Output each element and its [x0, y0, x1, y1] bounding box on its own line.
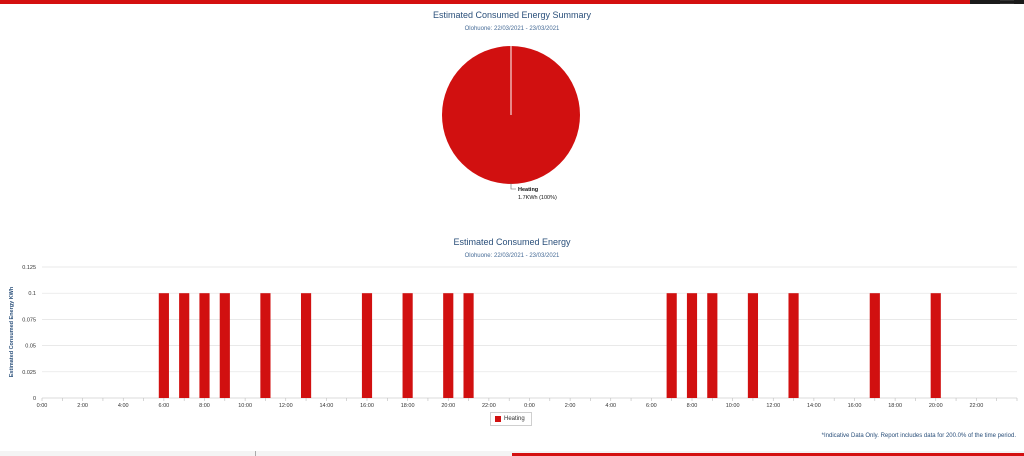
bar-heating[interactable] — [930, 293, 941, 398]
y-tick-label: 0 — [33, 396, 36, 402]
x-tick-label: 8:00 — [687, 403, 698, 409]
x-tick-label: 14:00 — [319, 403, 333, 409]
bar-heating[interactable] — [463, 293, 474, 398]
bar-heating[interactable] — [747, 293, 759, 398]
x-tick-label: 10:00 — [726, 403, 740, 409]
hamburger-menu-icon[interactable] — [1000, 0, 1014, 6]
x-tick-label: 0:00 — [37, 403, 48, 409]
bar-heating[interactable] — [199, 293, 210, 398]
bar-heating[interactable] — [869, 293, 880, 398]
bar-heating[interactable] — [158, 293, 169, 398]
pie-label-value: 1.7KWh (100%) — [518, 195, 557, 201]
summary-chart-title: Estimated Consumed Energy Summary — [432, 10, 592, 20]
bar-heating[interactable] — [686, 293, 698, 398]
indicative-data-note: *Indicative Data Only. Report includes d… — [821, 433, 1016, 439]
x-tick-label: 12:00 — [279, 403, 293, 409]
x-tick-label: 0:00 — [524, 403, 535, 409]
bar-heating[interactable] — [666, 293, 677, 398]
top-dark-strip — [970, 0, 1024, 4]
x-tick-label: 4:00 — [605, 403, 616, 409]
summary-chart-subtitle: Olohuone: 22/03/2021 - 23/03/2021 — [464, 26, 560, 32]
x-tick-label: 18:00 — [888, 403, 902, 409]
pie-chart: Heating 1.7KWh (100%) — [442, 46, 580, 201]
bar-heating[interactable] — [443, 293, 454, 398]
x-tick-label: 20:00 — [441, 403, 455, 409]
x-tick-label: 4:00 — [118, 403, 129, 409]
bar-heating[interactable] — [788, 293, 799, 398]
x-tick-label: 16:00 — [360, 403, 374, 409]
x-tick-label: 12:00 — [766, 403, 780, 409]
top-accent-bar — [0, 0, 1024, 4]
bar-heating[interactable] — [707, 293, 718, 398]
detail-chart-title: Estimated Consumed Energy — [453, 237, 571, 247]
bar-heating[interactable] — [219, 293, 230, 398]
y-axis-label: Estimated Consumed Energy KWh — [9, 286, 15, 377]
x-tick-label: 10:00 — [238, 403, 252, 409]
x-tick-label: 8:00 — [199, 403, 210, 409]
pie-label-connector — [510, 183, 516, 190]
x-tick-label: 6:00 — [159, 403, 170, 409]
bottom-bar-divider — [255, 451, 256, 456]
x-tick-label: 14:00 — [807, 403, 821, 409]
legend-swatch — [495, 416, 501, 422]
bar-heating[interactable] — [260, 293, 271, 398]
y-tick-label: 0.1 — [28, 291, 36, 297]
chart-legend-heating[interactable]: Heating — [490, 412, 532, 426]
pie-label-name: Heating — [518, 187, 538, 193]
x-tick-label: 16:00 — [848, 403, 862, 409]
y-tick-label: 0.025 — [22, 370, 36, 376]
y-tick-label: 0.075 — [22, 317, 36, 323]
x-tick-label: 22:00 — [969, 403, 983, 409]
x-tick-label: 22:00 — [482, 403, 496, 409]
y-tick-label: 0.05 — [25, 344, 36, 350]
x-tick-label: 6:00 — [646, 403, 657, 409]
bar-heating[interactable] — [179, 293, 190, 398]
bottom-bar-accent — [512, 453, 1024, 456]
x-tick-label: 2:00 — [77, 403, 88, 409]
legend-label: Heating — [504, 416, 525, 422]
bar-heating[interactable] — [402, 293, 413, 398]
x-tick-label: 18:00 — [401, 403, 415, 409]
y-tick-label: 0.125 — [22, 265, 36, 271]
bar-heating[interactable] — [300, 293, 312, 398]
bar-heating[interactable] — [361, 293, 373, 398]
x-tick-label: 20:00 — [929, 403, 943, 409]
detail-chart-subtitle: Olohuone: 22/03/2021 - 23/03/2021 — [464, 253, 560, 259]
x-tick-label: 2:00 — [565, 403, 576, 409]
